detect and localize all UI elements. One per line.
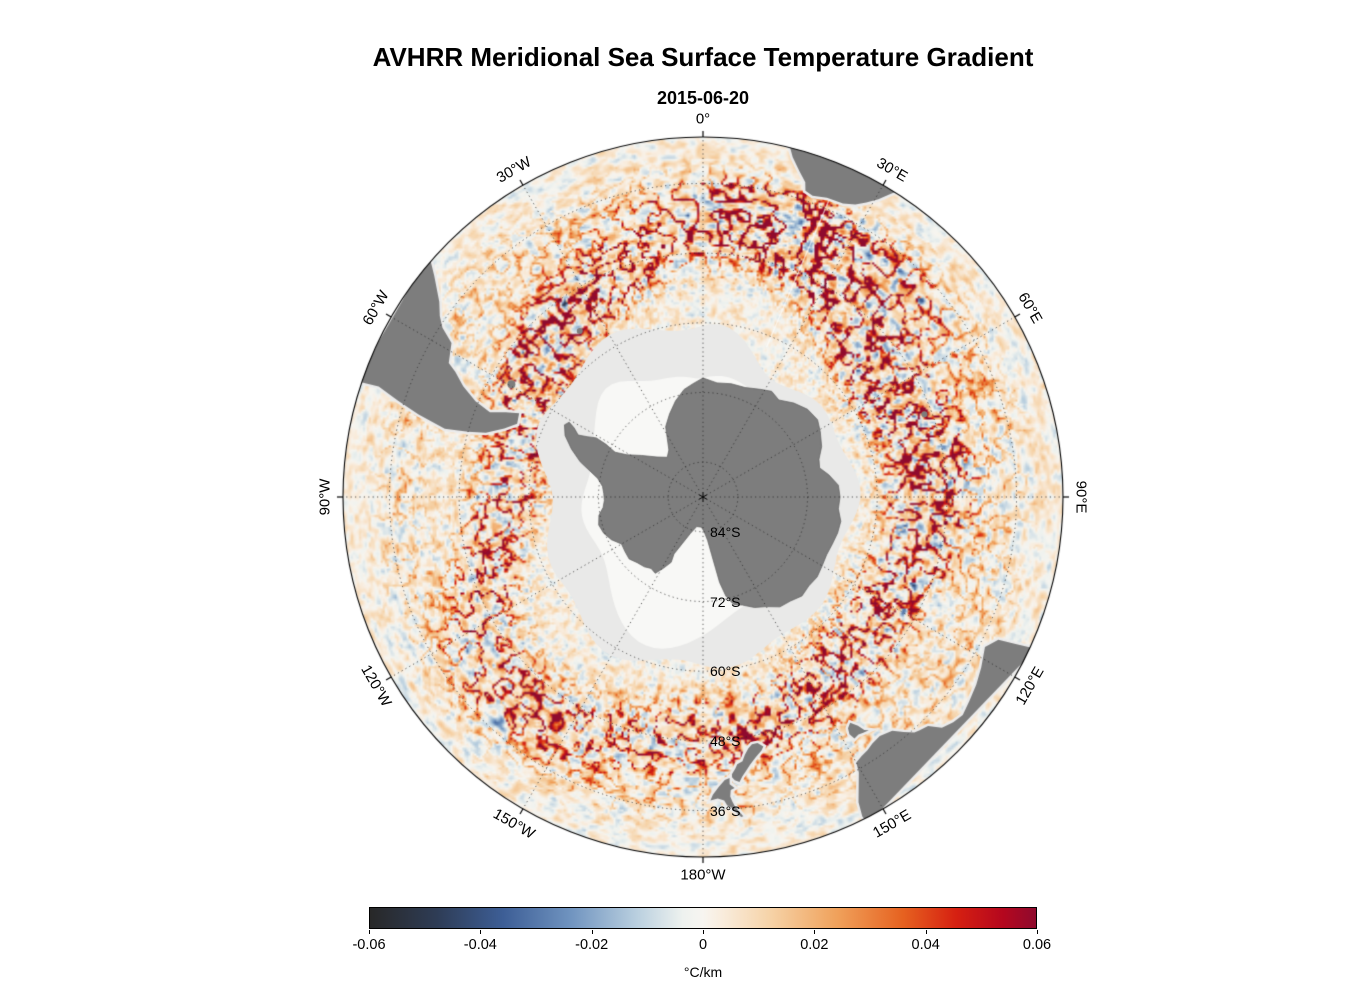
colorbar-tick-mark [480, 930, 482, 934]
colorbar-tick-mark [925, 930, 927, 934]
colorbar-tick-mark [703, 930, 704, 934]
colorbar-gradient [369, 907, 1037, 929]
colorbar-tick-label: -0.06 [352, 937, 386, 953]
colorbar-tick-mark [1037, 930, 1038, 934]
colorbar-tick-label: 0.06 [1022, 937, 1052, 953]
colorbar-tick-label: -0.02 [575, 937, 609, 953]
colorbar-tick-label: 0.04 [911, 937, 940, 953]
colorbar-tick-label: 0.02 [800, 937, 829, 953]
colorbar-tick-label: 0 [698, 937, 708, 953]
colorbar-tick-mark [814, 930, 816, 934]
colorbar-unit-label: °C/km [683, 964, 723, 980]
colorbar-tick-mark [369, 930, 370, 934]
colorbar: -0.06 -0.04 -0.02 0 0.02 0.04 0.06 °C/km [352, 907, 1051, 997]
colorbar-tick-label: -0.04 [463, 937, 497, 953]
colorbar-tick-mark [591, 930, 593, 934]
